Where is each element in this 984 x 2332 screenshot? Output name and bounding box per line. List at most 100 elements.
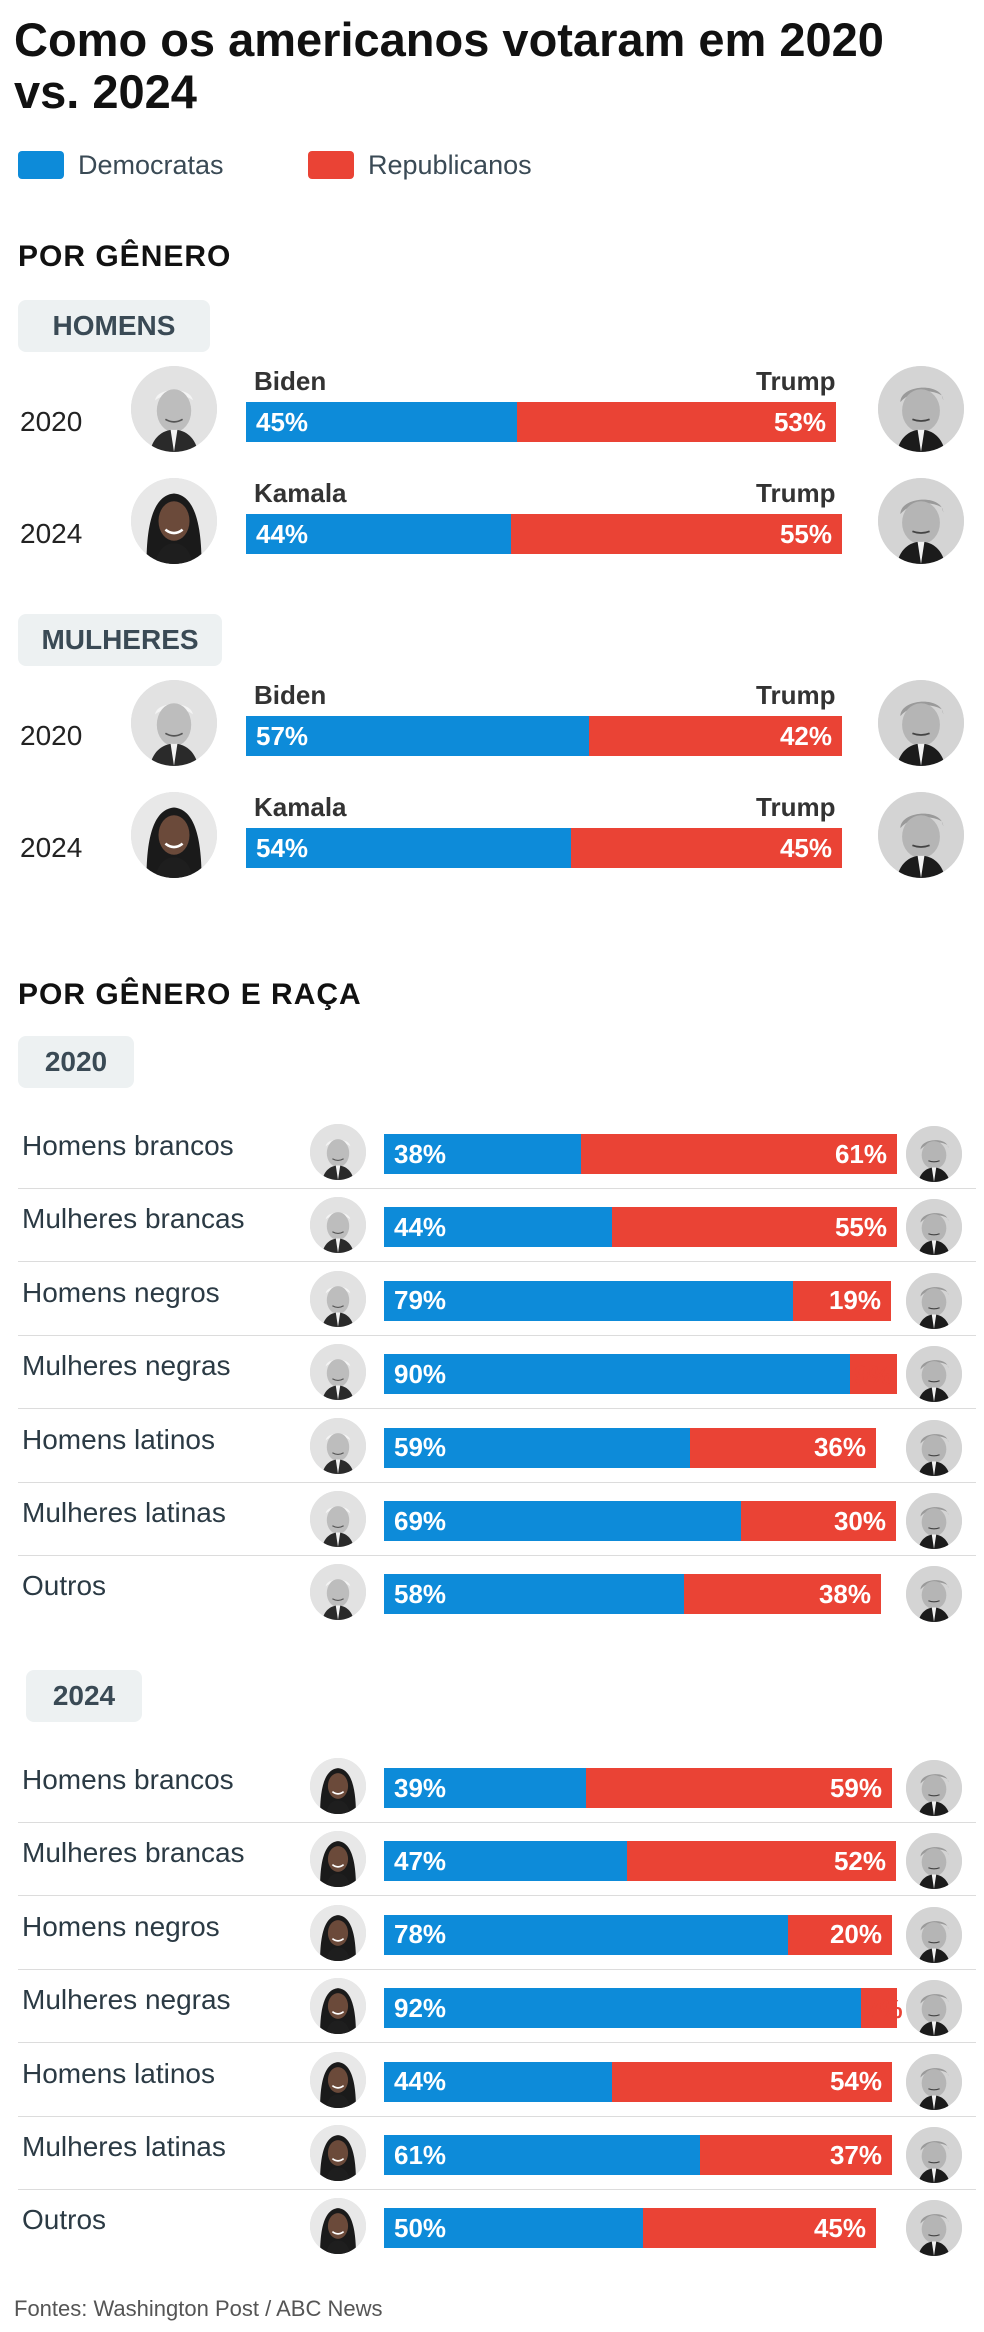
rep-candidate-avatar-image bbox=[878, 478, 964, 564]
group-label: Outros bbox=[22, 2204, 107, 2236]
rep-candidate-avatar-image bbox=[906, 2127, 962, 2183]
group-vote-bar-dem: 47% bbox=[384, 1841, 627, 1882]
rep-candidate-avatar bbox=[878, 792, 964, 878]
row-divider bbox=[18, 1261, 976, 1263]
vote-bar-rep: 55% bbox=[511, 514, 842, 554]
rep-candidate-avatar bbox=[906, 1493, 962, 1549]
dem-pct-label: 45% bbox=[256, 406, 309, 437]
dem-candidate-avatar bbox=[310, 1344, 366, 1401]
rep-candidate-avatar bbox=[906, 1566, 962, 1623]
group-vote-bar-rep: 52% bbox=[627, 1841, 896, 1882]
rep-candidate-avatar-image bbox=[906, 1566, 962, 1623]
group-vote-bar-dem: 39% bbox=[384, 1768, 586, 1808]
group-vote-bar-rep: 20% bbox=[788, 1914, 892, 1955]
legend-label-democrats: Democratas bbox=[78, 149, 224, 180]
group-vote-bar: 39% 59% bbox=[384, 1768, 902, 1808]
group-vote-bar-dem: 90% bbox=[384, 1354, 850, 1395]
rep-candidate-avatar bbox=[906, 1419, 962, 1476]
dem-candidate-name: Biden bbox=[254, 680, 327, 710]
row-divider bbox=[18, 1188, 976, 1189]
dem-candidate-avatar-image bbox=[310, 1978, 366, 2035]
group-label: Outros bbox=[22, 1570, 107, 1602]
dem-candidate-avatar-image bbox=[310, 1491, 366, 1547]
row-divider bbox=[18, 1555, 976, 1556]
group-vote-bar: 50% 45% bbox=[384, 2208, 902, 2249]
rep-candidate-avatar bbox=[906, 2127, 962, 2183]
vote-bar-dem: 54% bbox=[246, 828, 571, 868]
dem-pct-label: 38% bbox=[394, 1138, 447, 1169]
rep-pct-label: 19% bbox=[828, 1285, 881, 1316]
group-label: Mulheres latinas bbox=[22, 1497, 226, 1528]
rep-candidate-avatar bbox=[906, 1833, 962, 1890]
page-title: Como os americanos votaram em 2020 vs. 2… bbox=[14, 13, 884, 118]
group-vote-bar-rep: 19% bbox=[793, 1280, 891, 1321]
group-label: Mulheres brancas bbox=[22, 1203, 245, 1235]
vote-bar: 45% 53% bbox=[246, 402, 848, 442]
dem-candidate-avatar bbox=[131, 366, 217, 452]
dem-candidate-avatar bbox=[310, 1978, 366, 2035]
dem-pct-label: 39% bbox=[394, 1772, 447, 1803]
row-year: 2024 bbox=[20, 832, 83, 863]
dem-pct-label: 78% bbox=[394, 1919, 447, 1950]
rep-pct-label: 45% bbox=[813, 2212, 866, 2243]
rep-candidate-avatar bbox=[878, 478, 964, 564]
rep-candidate-avatar-image bbox=[906, 1126, 962, 1182]
group-vote-bar: 38% 61% bbox=[384, 1134, 902, 1174]
dem-pct-label: 90% bbox=[394, 1358, 447, 1389]
rep-pct-label: 54% bbox=[829, 2066, 882, 2097]
rep-pct-label: 55% bbox=[834, 1211, 887, 1242]
rep-candidate-avatar bbox=[906, 1346, 962, 1403]
group-vote-bar-rep: 61% bbox=[581, 1134, 897, 1174]
vote-bar-rep: 53% bbox=[517, 402, 836, 442]
row-divider bbox=[18, 1334, 976, 1336]
legend-swatch-republicans bbox=[308, 151, 354, 179]
rep-candidate-avatar bbox=[906, 1126, 962, 1182]
group-label: Homens latinos bbox=[22, 1423, 215, 1455]
dem-candidate-name: Kamala bbox=[254, 478, 347, 508]
dem-candidate-avatar-image bbox=[310, 2198, 366, 2255]
rep-candidate-avatar-image bbox=[906, 1833, 962, 1890]
row-divider bbox=[18, 2189, 976, 2190]
vote-bar-dem: 44% bbox=[246, 514, 511, 554]
group-label: Mulheres latinas bbox=[22, 2131, 226, 2162]
rep-candidate-avatar bbox=[906, 1272, 962, 1329]
dem-pct-label: 57% bbox=[256, 720, 309, 751]
dem-candidate-avatar-image bbox=[310, 1270, 366, 1327]
source-note: Fontes: Washington Post / ABC News bbox=[14, 2296, 383, 2321]
vote-bar: 54% 45% bbox=[246, 828, 848, 868]
dem-candidate-avatar-image bbox=[310, 1344, 366, 1401]
group-label: Mulheres negras bbox=[22, 1984, 231, 2016]
row-divider bbox=[18, 1408, 976, 1410]
dem-pct-label: 44% bbox=[394, 2066, 447, 2097]
group-vote-bar-rep bbox=[850, 1354, 897, 1395]
dem-candidate-avatar-image bbox=[310, 1564, 366, 1621]
dem-candidate-avatar-image bbox=[310, 2051, 366, 2108]
group-vote-bar: 47% 52% bbox=[384, 1841, 902, 1882]
rep-pct-label-outside: 9% bbox=[854, 1360, 892, 1391]
dem-candidate-avatar-image bbox=[131, 792, 217, 878]
group-label: Mulheres brancas bbox=[22, 1837, 245, 1869]
row-divider bbox=[18, 1481, 976, 1483]
vote-bar-dem: 45% bbox=[246, 402, 517, 442]
rep-candidate-avatar-image bbox=[906, 2200, 962, 2257]
rep-candidate-avatar bbox=[878, 366, 964, 452]
dem-candidate-avatar-image bbox=[131, 366, 217, 452]
rep-candidate-avatar-image bbox=[906, 1980, 962, 2037]
row-divider bbox=[18, 2115, 976, 2117]
rep-candidate-name: Trump bbox=[756, 792, 836, 822]
vote-bar-rep: 42% bbox=[589, 716, 842, 756]
group-vote-bar-dem: 38% bbox=[384, 1134, 581, 1174]
group-label: Homens negros bbox=[22, 1276, 220, 1308]
group-vote-bar: 61% 37% bbox=[384, 2135, 902, 2175]
row-divider bbox=[18, 1822, 976, 1823]
group-vote-bar-rep: 59% bbox=[586, 1768, 892, 1808]
group-vote-bar: 44% 55% bbox=[384, 1207, 902, 1248]
group-vote-bar-dem: 50% bbox=[384, 2208, 643, 2249]
rep-candidate-avatar bbox=[906, 2053, 962, 2110]
rep-pct-label: 53% bbox=[773, 406, 826, 437]
rep-pct-label-outside: 7% bbox=[865, 1994, 903, 2025]
rep-pct-label: 38% bbox=[818, 1578, 871, 1609]
vote-bar-dem: 57% bbox=[246, 716, 589, 756]
rep-pct-label: 52% bbox=[833, 1845, 886, 1876]
dem-candidate-avatar-image bbox=[310, 1197, 366, 1254]
